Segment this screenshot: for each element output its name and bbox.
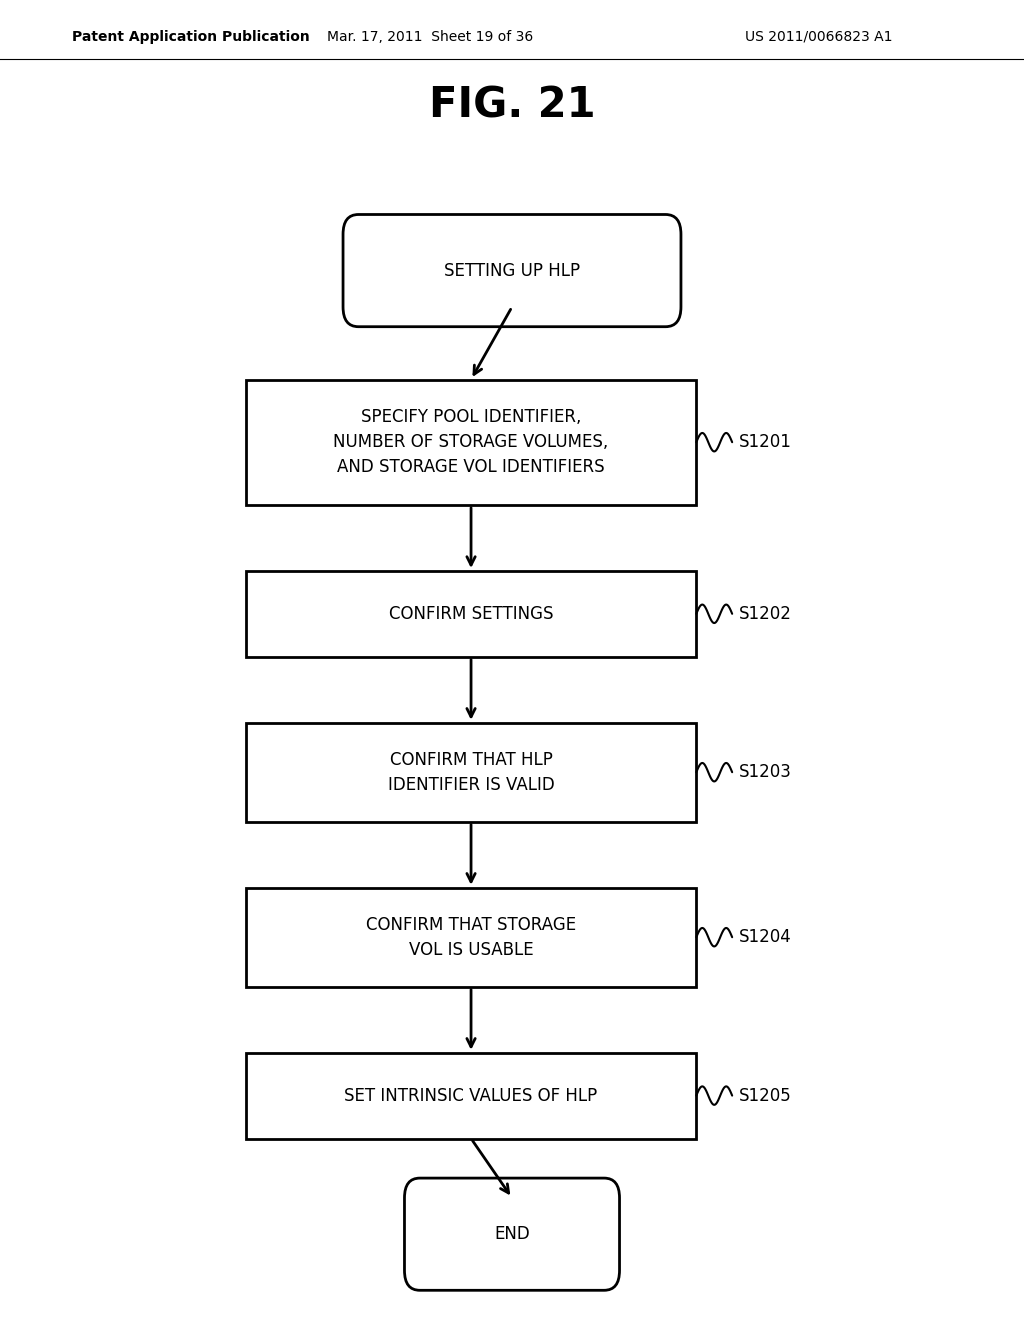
Text: S1203: S1203 [739, 763, 793, 781]
Bar [246, 722, 696, 821]
Text: S1205: S1205 [739, 1086, 793, 1105]
Text: CONFIRM THAT HLP
IDENTIFIER IS VALID: CONFIRM THAT HLP IDENTIFIER IS VALID [388, 751, 554, 793]
Text: CONFIRM THAT STORAGE
VOL IS USABLE: CONFIRM THAT STORAGE VOL IS USABLE [366, 916, 577, 958]
Bar [246, 887, 696, 987]
Text: FIG. 21: FIG. 21 [429, 84, 595, 127]
Text: US 2011/0066823 A1: US 2011/0066823 A1 [745, 30, 893, 44]
Text: CONFIRM SETTINGS: CONFIRM SETTINGS [389, 605, 553, 623]
Bar [246, 570, 696, 656]
Text: SETTING UP HLP: SETTING UP HLP [444, 261, 580, 280]
Text: SPECIFY POOL IDENTIFIER,
NUMBER OF STORAGE VOLUMES,
AND STORAGE VOL IDENTIFIERS: SPECIFY POOL IDENTIFIER, NUMBER OF STORA… [334, 408, 608, 477]
Text: S1201: S1201 [739, 433, 793, 451]
Text: Patent Application Publication: Patent Application Publication [72, 30, 309, 44]
FancyBboxPatch shape [343, 214, 681, 326]
Text: Mar. 17, 2011  Sheet 19 of 36: Mar. 17, 2011 Sheet 19 of 36 [327, 30, 534, 44]
Text: END: END [495, 1225, 529, 1243]
Text: S1204: S1204 [739, 928, 793, 946]
Text: S1202: S1202 [739, 605, 793, 623]
Bar [246, 380, 696, 504]
FancyBboxPatch shape [404, 1177, 620, 1291]
Bar [246, 1053, 696, 1138]
Text: SET INTRINSIC VALUES OF HLP: SET INTRINSIC VALUES OF HLP [344, 1086, 598, 1105]
